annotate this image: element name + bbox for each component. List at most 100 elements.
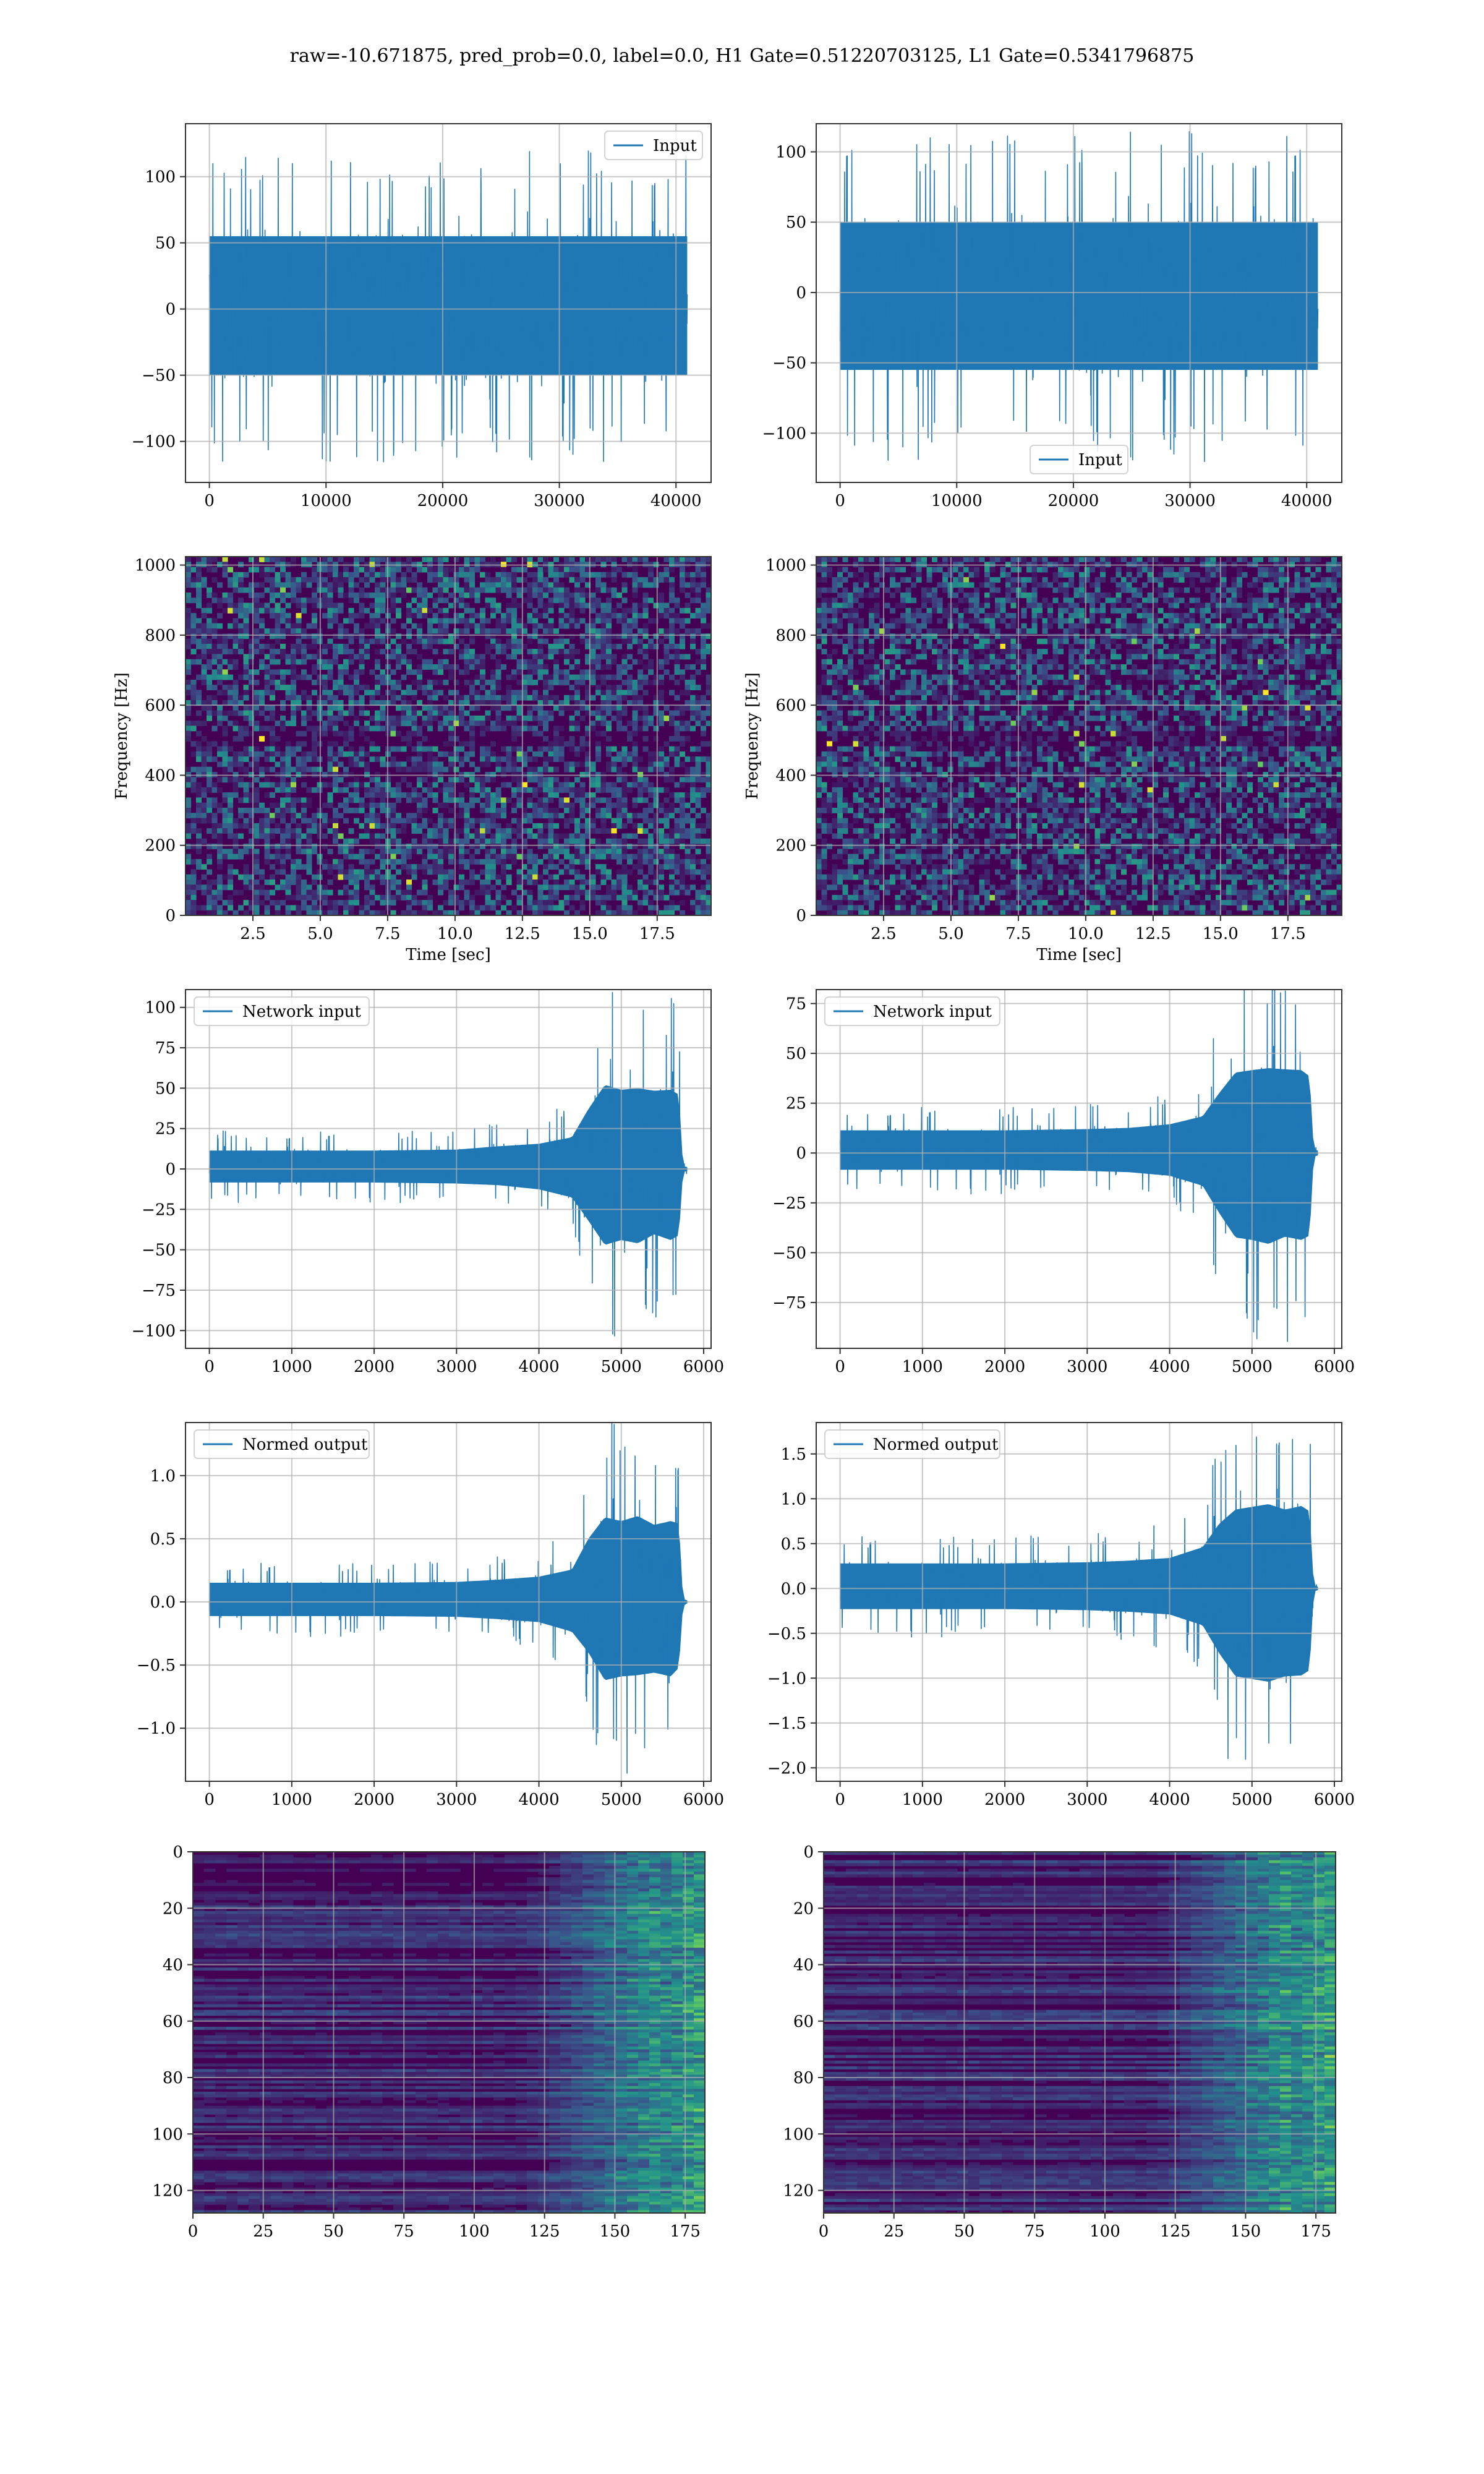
heatmap-cell (390, 567, 396, 573)
heatmap-cell (380, 808, 386, 813)
heatmap-cell (1279, 577, 1285, 583)
heatmap-cell (259, 618, 265, 624)
heatmap-cell (1121, 557, 1127, 562)
heatmap-cell (490, 597, 497, 604)
heatmap-cell (926, 593, 932, 598)
heatmap-cell (243, 823, 249, 829)
heatmap-cell (369, 858, 375, 865)
heatmap-cell (684, 766, 691, 773)
heatmap-cell (1084, 571, 1090, 578)
heatmap-cell (343, 628, 349, 634)
heatmap-cell (1063, 557, 1069, 562)
heatmap-cell (201, 766, 207, 773)
heatmap-cell (222, 557, 228, 562)
heatmap-cell (621, 900, 628, 905)
heatmap-cell (354, 894, 360, 901)
heatmap-cell (459, 746, 465, 752)
heatmap-cell (464, 593, 470, 598)
heatmap-cell (495, 705, 501, 711)
heatmap-cell (674, 695, 680, 701)
heatmap-cell (501, 649, 507, 654)
heatmap-cell (905, 593, 911, 598)
heatmap-cell (333, 777, 339, 783)
heatmap-cell (417, 797, 423, 803)
heatmap-cell (569, 623, 575, 629)
heatmap-cell (270, 557, 276, 562)
heatmap-cell (243, 710, 249, 716)
heatmap-cell (858, 593, 864, 598)
heatmap-cell (280, 571, 286, 578)
heatmap-cell (327, 715, 333, 721)
heatmap-cell (348, 889, 354, 896)
heatmap-cell (553, 746, 560, 752)
heatmap-cell (480, 808, 486, 813)
heatmap-cell (312, 664, 318, 670)
heatmap-cell (606, 844, 612, 849)
x-axis-label: Time [sec] (406, 946, 491, 964)
heatmap-cell (338, 582, 344, 588)
heatmap-cell (616, 869, 623, 875)
heatmap-cell (511, 721, 518, 726)
heatmap-cell (506, 746, 512, 752)
heatmap-cell (327, 756, 333, 762)
heatmap-cell (695, 756, 701, 762)
heatmap-cell (680, 889, 686, 896)
heatmap-cell (506, 910, 512, 915)
y-tick-label: 0 (165, 907, 176, 925)
heatmap-cell (207, 858, 213, 865)
heatmap-cell (648, 880, 654, 885)
heatmap-cell (348, 808, 354, 813)
heatmap-cell (1115, 571, 1122, 578)
heatmap-cell (600, 782, 607, 788)
heatmap-cell (364, 710, 370, 716)
heatmap-cell (900, 593, 906, 598)
heatmap-cell (201, 623, 207, 629)
heatmap-cell (369, 874, 375, 880)
heatmap-cell (301, 710, 307, 716)
heatmap-cell (427, 705, 433, 711)
heatmap-cell (401, 690, 407, 696)
heatmap-cell (989, 567, 996, 573)
heatmap-cell (680, 582, 686, 588)
heatmap-cell (653, 679, 659, 685)
heatmap-cell (280, 557, 286, 562)
heatmap-cell (333, 557, 339, 562)
heatmap-cell (327, 741, 333, 747)
heatmap-cell (621, 695, 628, 701)
heatmap-cell (548, 685, 554, 690)
heatmap-cell (411, 638, 417, 644)
heatmap-cell (369, 715, 375, 721)
heatmap-cell (1336, 582, 1342, 588)
heatmap-cell (448, 777, 454, 783)
heatmap-cell (569, 643, 575, 649)
heatmap-cell (659, 833, 665, 839)
heatmap-cell (301, 690, 307, 696)
heatmap-cell (522, 664, 528, 670)
heatmap-cell (201, 700, 207, 706)
heatmap-cell (600, 654, 607, 660)
heatmap-cell (916, 577, 922, 583)
heatmap-cell (348, 582, 354, 588)
heatmap-cell (490, 849, 497, 855)
heatmap-cell (669, 587, 675, 593)
heatmap-cell (553, 849, 560, 855)
heatmap-cell (627, 787, 633, 793)
heatmap-cell (364, 884, 370, 891)
heatmap-cell (264, 690, 270, 696)
heatmap-cell (375, 823, 381, 829)
x-tick-label: 5.0 (307, 925, 333, 943)
heatmap-cell (558, 623, 565, 629)
heatmap-cell (579, 607, 586, 614)
heatmap-cell (527, 905, 533, 911)
heatmap-cell (1058, 557, 1064, 562)
heatmap-cell (285, 593, 291, 598)
heatmap-cell (522, 787, 528, 793)
heatmap-cell (327, 710, 333, 716)
heatmap-cell (296, 874, 302, 880)
heatmap-cell (574, 679, 581, 685)
heatmap-cell (359, 730, 365, 737)
heatmap-cell (564, 838, 570, 844)
heatmap-cell (574, 710, 581, 716)
heatmap-cell (979, 582, 985, 588)
heatmap-cell (932, 557, 938, 562)
